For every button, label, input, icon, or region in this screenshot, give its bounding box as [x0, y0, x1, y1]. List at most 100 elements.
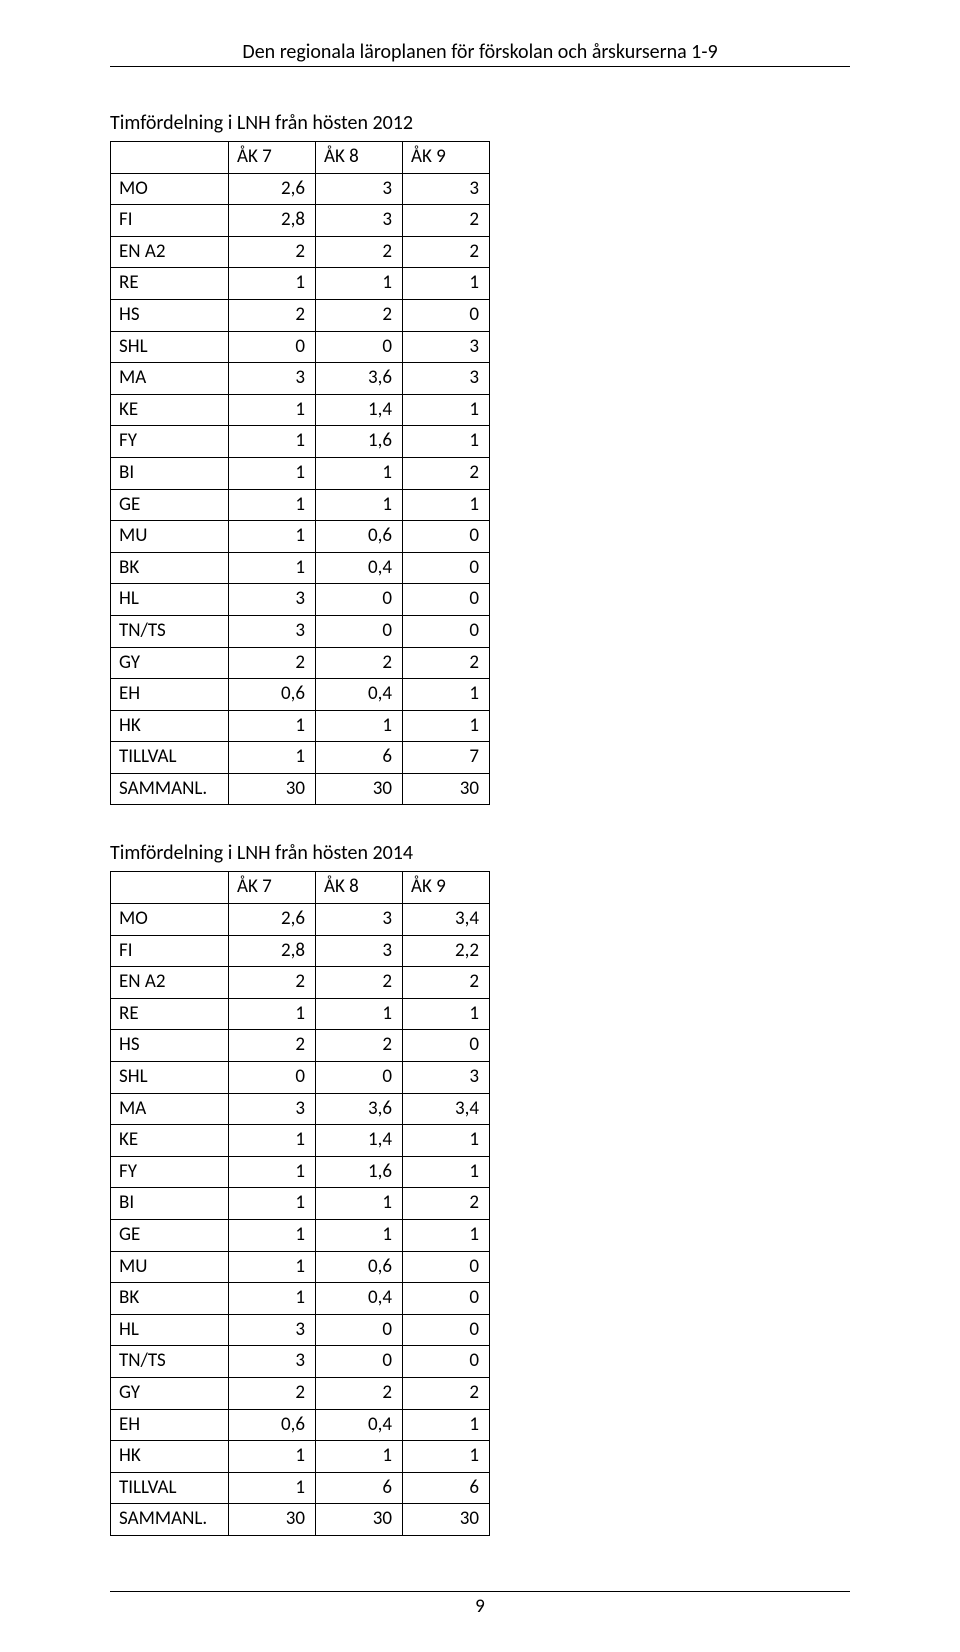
footer-divider — [110, 1591, 850, 1592]
cell-value: 3 — [403, 173, 490, 205]
cell-value: 0 — [229, 331, 316, 363]
cell-value: 2,2 — [403, 935, 490, 967]
cell-value: 2 — [229, 236, 316, 268]
table-row: EH0,60,41 — [111, 679, 490, 711]
cell-value: 0 — [403, 615, 490, 647]
row-label: FI — [111, 205, 229, 237]
cell-value: 3 — [316, 205, 403, 237]
cell-value: 1 — [316, 457, 403, 489]
cell-value: 0 — [403, 1346, 490, 1378]
row-label: HK — [111, 710, 229, 742]
row-label: EH — [111, 679, 229, 711]
table-row: RE111 — [111, 998, 490, 1030]
cell-value: 0,4 — [316, 1283, 403, 1315]
row-label: HS — [111, 1030, 229, 1062]
cell-value: 1 — [229, 742, 316, 774]
cell-value: 1 — [403, 998, 490, 1030]
cell-value: 2 — [229, 967, 316, 999]
cell-value: 0,4 — [316, 1409, 403, 1441]
cell-value: 0 — [403, 552, 490, 584]
table-row: MO2,633 — [111, 173, 490, 205]
cell-value: 1 — [316, 998, 403, 1030]
table-row: MU10,60 — [111, 521, 490, 553]
cell-value: 30 — [316, 773, 403, 805]
cell-value: 2 — [316, 1030, 403, 1062]
table-row: EN A2222 — [111, 236, 490, 268]
cell-value: 1 — [229, 998, 316, 1030]
table-row: FI2,832,2 — [111, 935, 490, 967]
cell-value: 2 — [229, 1030, 316, 1062]
table-row: HL300 — [111, 1314, 490, 1346]
cell-value: 2 — [316, 967, 403, 999]
timetable-2014: ÅK 7 ÅK 8 ÅK 9 MO2,633,4FI2,832,2EN A222… — [110, 871, 490, 1535]
cell-value: 1 — [229, 1220, 316, 1252]
table-header-row: ÅK 7 ÅK 8 ÅK 9 — [111, 872, 490, 904]
cell-value: 6 — [316, 1472, 403, 1504]
cell-value: 1 — [229, 457, 316, 489]
cell-value: 1 — [229, 426, 316, 458]
row-label: MO — [111, 904, 229, 936]
table-row: TILLVAL167 — [111, 742, 490, 774]
section-title-2014: Timfördelning i LNH från hösten 2014 — [110, 841, 850, 865]
cell-value: 30 — [403, 773, 490, 805]
table-row: MO2,633,4 — [111, 904, 490, 936]
cell-value: 2 — [403, 457, 490, 489]
table-header-row: ÅK 7 ÅK 8 ÅK 9 — [111, 142, 490, 174]
cell-value: 1 — [229, 1441, 316, 1473]
cell-value: 30 — [403, 1504, 490, 1536]
cell-value: 2 — [403, 1377, 490, 1409]
cell-value: 1 — [403, 679, 490, 711]
table-row: HL300 — [111, 584, 490, 616]
cell-value: 1 — [316, 1220, 403, 1252]
table-row: SAMMANL.303030 — [111, 773, 490, 805]
cell-value: 0 — [316, 584, 403, 616]
cell-value: 1 — [403, 710, 490, 742]
col-header: ÅK 8 — [316, 142, 403, 174]
cell-value: 2 — [316, 236, 403, 268]
cell-value: 2 — [316, 647, 403, 679]
row-label: FY — [111, 426, 229, 458]
cell-value: 0 — [403, 299, 490, 331]
table-row: MU10,60 — [111, 1251, 490, 1283]
cell-value: 0 — [403, 1030, 490, 1062]
row-label: GE — [111, 1220, 229, 1252]
cell-value: 3 — [403, 331, 490, 363]
cell-value: 0,6 — [316, 521, 403, 553]
row-label: FI — [111, 935, 229, 967]
cell-value: 1 — [403, 1125, 490, 1157]
row-label: MA — [111, 363, 229, 395]
cell-value: 3 — [229, 584, 316, 616]
cell-value: 3 — [229, 1314, 316, 1346]
cell-value: 1 — [316, 1441, 403, 1473]
cell-value: 2,6 — [229, 173, 316, 205]
col-header: ÅK 7 — [229, 872, 316, 904]
row-label: BK — [111, 552, 229, 584]
table-row: MA33,63,4 — [111, 1093, 490, 1125]
row-label: HL — [111, 584, 229, 616]
row-label: HK — [111, 1441, 229, 1473]
cell-value: 0 — [316, 1314, 403, 1346]
cell-value: 6 — [316, 742, 403, 774]
cell-value: 3 — [229, 1346, 316, 1378]
col-header: ÅK 9 — [403, 142, 490, 174]
cell-value: 2,6 — [229, 904, 316, 936]
cell-value: 2 — [403, 205, 490, 237]
cell-value: 0 — [403, 1283, 490, 1315]
cell-value: 1 — [229, 1251, 316, 1283]
row-label: HS — [111, 299, 229, 331]
cell-value: 1 — [229, 710, 316, 742]
cell-value: 30 — [316, 1504, 403, 1536]
cell-value: 7 — [403, 742, 490, 774]
cell-value: 0 — [316, 331, 403, 363]
cell-value: 2 — [316, 299, 403, 331]
row-label: KE — [111, 394, 229, 426]
row-label: EN A2 — [111, 967, 229, 999]
table-body-2012: MO2,633FI2,832EN A2222RE111HS220SHL003MA… — [111, 173, 490, 805]
table-row: BK10,40 — [111, 1283, 490, 1315]
cell-value: 3,4 — [403, 1093, 490, 1125]
cell-value: 1 — [403, 1156, 490, 1188]
cell-value: 0 — [316, 1346, 403, 1378]
cell-value: 3 — [229, 363, 316, 395]
table-row: EN A2222 — [111, 967, 490, 999]
cell-value: 1 — [316, 268, 403, 300]
